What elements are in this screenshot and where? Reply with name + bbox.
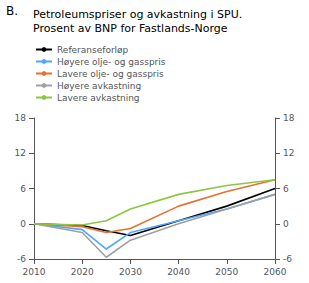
svg-text:2030: 2030 bbox=[119, 267, 142, 277]
svg-text:Lavere olje- og gasspris: Lavere olje- og gasspris bbox=[57, 69, 164, 79]
svg-text:0: 0 bbox=[20, 219, 26, 229]
svg-text:-6: -6 bbox=[283, 254, 292, 264]
svg-text:Lavere avkastning: Lavere avkastning bbox=[57, 93, 140, 103]
svg-text:-6: -6 bbox=[17, 254, 26, 264]
svg-text:2020: 2020 bbox=[71, 267, 94, 277]
svg-text:6: 6 bbox=[283, 184, 289, 194]
svg-text:Prosent av BNP for Fastlands-N: Prosent av BNP for Fastlands-Norge bbox=[33, 22, 228, 35]
svg-text:2010: 2010 bbox=[23, 267, 46, 277]
svg-text:12: 12 bbox=[283, 148, 294, 158]
svg-text:0: 0 bbox=[283, 219, 289, 229]
svg-text:B.: B. bbox=[6, 4, 18, 18]
svg-text:6: 6 bbox=[20, 184, 26, 194]
svg-text:Petroleumspriser og avkastning: Petroleumspriser og avkastning i SPU. bbox=[33, 8, 242, 21]
svg-text:Referanseforløp: Referanseforløp bbox=[57, 45, 129, 55]
svg-text:2060: 2060 bbox=[264, 267, 287, 277]
svg-text:Høyere avkastning: Høyere avkastning bbox=[57, 81, 141, 91]
svg-text:2050: 2050 bbox=[215, 267, 238, 277]
svg-text:18: 18 bbox=[283, 113, 295, 123]
svg-text:12: 12 bbox=[15, 148, 26, 158]
svg-text:Høyere olje- og gasspris: Høyere olje- og gasspris bbox=[57, 57, 166, 67]
svg-text:18: 18 bbox=[15, 113, 27, 123]
svg-text:2040: 2040 bbox=[167, 267, 190, 277]
